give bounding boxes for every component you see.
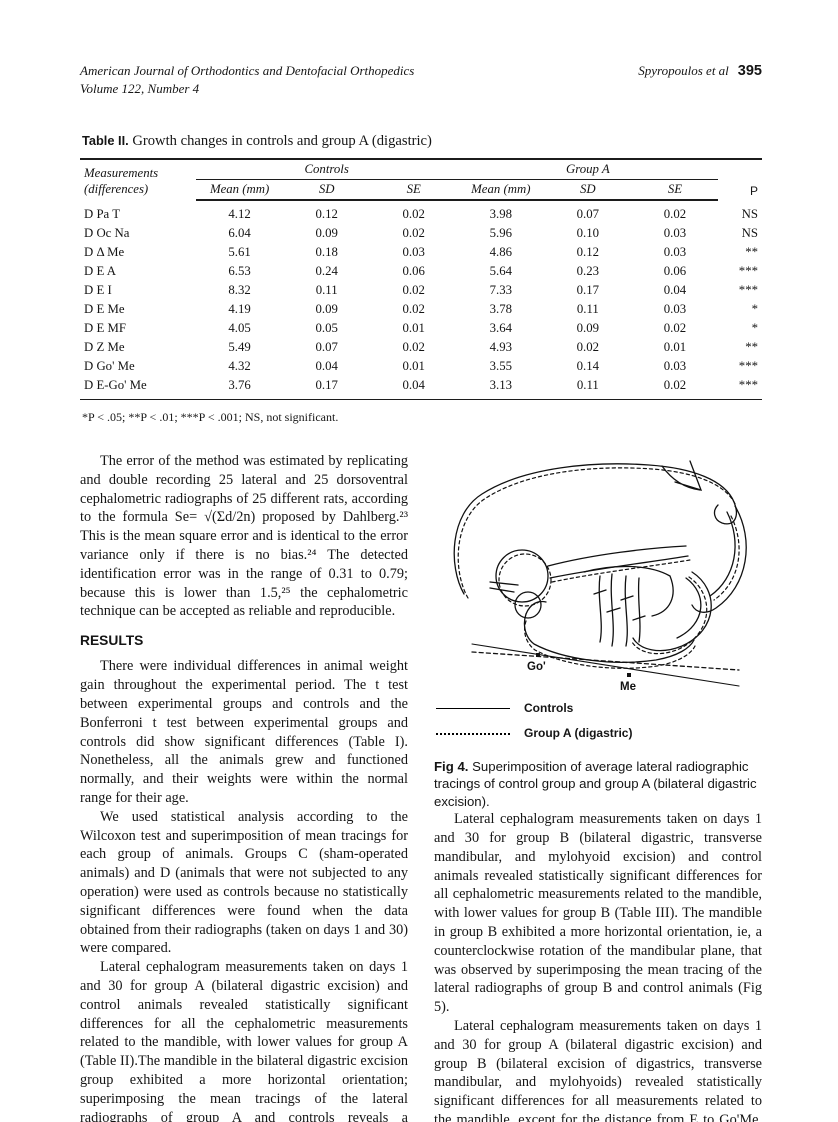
page-number: 395: [737, 63, 762, 79]
table-row: D E-Go' Me 3.76 0.17 0.04 3.13 0.11 0.02 ***: [84, 378, 758, 393]
table-row: D E A 6.53 0.24 0.06 5.64 0.23 0.06 ***: [84, 264, 758, 279]
legend-group-a: Group A (digastric): [436, 726, 762, 742]
legend-controls-label: Controls: [524, 701, 574, 716]
authors: Spyropoulos et al: [638, 63, 729, 78]
table-label: Table II.: [82, 133, 129, 149]
figure-caption-text: Superimposition of average lateral radio…: [434, 758, 757, 809]
p-column-header: P: [749, 184, 758, 199]
table-title: Table II. Growth changes in controls and…: [82, 133, 762, 150]
groupa-mean-header: Mean (mm): [457, 179, 545, 202]
results-heading: RESULTS: [80, 633, 144, 649]
table-row: D Δ Me 5.61 0.18 0.03 4.86 0.12 0.03 **: [84, 245, 758, 260]
paragraph-group-b-measurements: Lateral cephalogram measurements taken o…: [434, 811, 762, 1016]
figure-caption-label: Fig 4.: [434, 758, 469, 774]
journal-info: American Journal of Orthodontics and Den…: [80, 62, 414, 97]
groupa-se-header: SE: [631, 179, 719, 202]
journal-volume: Volume 122, Number 4: [80, 80, 200, 96]
paragraph-statistical-analysis: We used statistical analysis according t…: [80, 808, 408, 957]
running-head-right: Spyropoulos et al 395: [638, 62, 762, 82]
go-prime-label: Go': [527, 661, 546, 673]
legend-group-a-label: Group A (digastric): [524, 725, 633, 740]
table-row: D Go' Me 4.32 0.04 0.01 3.55 0.14 0.03 ***: [84, 359, 758, 374]
table-row: D E MF 4.05 0.05 0.01 3.64 0.09 0.02 *: [84, 321, 758, 336]
skull-tracing-figure: Go' Me: [453, 460, 747, 692]
controls-sd-header: SD: [283, 179, 371, 202]
right-column: Go' Me Controls Group A (digastric): [434, 452, 762, 1122]
measurements-header: Measurements (differences): [84, 166, 159, 197]
paragraph-group-a-measurements: Lateral cephalogram measurements taken o…: [80, 959, 408, 1122]
paragraph-method-error: The error of the method was estimated by…: [80, 453, 408, 620]
body-columns: The error of the method was estimated by…: [80, 452, 762, 1122]
groupa-sd-header: SD: [544, 179, 632, 202]
figure-caption: Fig 4. Superimposition of average latera…: [434, 758, 762, 811]
controls-mean-header: Mean (mm): [196, 179, 284, 202]
journal-title: American Journal of Orthodontics and Den…: [80, 63, 415, 78]
table-row: D Oc Na 6.04 0.09 0.02 5.96 0.10 0.03 NS: [84, 226, 758, 241]
running-head: American Journal of Orthodontics and Den…: [80, 62, 762, 97]
table-row: D Z Me 5.49 0.07 0.02 4.93 0.02 0.01 **: [84, 340, 758, 355]
table-title-text: Growth changes in controls and group A (…: [132, 133, 432, 150]
table-sub-header-row: Mean (mm) SD SE Mean (mm) SD SE: [80, 179, 762, 202]
figure-legend: Controls Group A (digastric): [436, 701, 762, 742]
left-column: The error of the method was estimated by…: [80, 452, 408, 1122]
figure-4: Go' Me Controls Group A (digastric): [434, 454, 762, 810]
group-a-header: Group A: [457, 159, 719, 181]
legend-controls: Controls: [436, 701, 762, 717]
table-2-block: Table II. Growth changes in controls and…: [80, 133, 762, 425]
controls-se-header: SE: [370, 179, 458, 202]
table-footnote: *P < .05; **P < .01; ***P < .001; NS, no…: [82, 410, 339, 425]
table-group-header-row: Measurements (differences) Controls Grou…: [80, 159, 762, 198]
me-label: Me: [620, 681, 636, 692]
dotted-line-icon: [436, 732, 510, 735]
table-row: D E I 8.32 0.11 0.02 7.33 0.17 0.04 ***: [84, 283, 758, 298]
paragraph-group-a-vs-b: Lateral cephalogram measurements taken o…: [434, 1018, 762, 1122]
paragraph-weight-differences: There were individual differences in ani…: [80, 658, 408, 806]
growth-changes-table: Measurements (differences) Controls Grou…: [80, 158, 762, 401]
table-row: D Pa T 4.12 0.12 0.02 3.98 0.07 0.02 NS: [84, 206, 758, 222]
table-row: D E Me 4.19 0.09 0.02 3.78 0.11 0.03 *: [84, 302, 758, 317]
controls-group-header: Controls: [196, 159, 458, 181]
solid-line-icon: [436, 708, 510, 710]
